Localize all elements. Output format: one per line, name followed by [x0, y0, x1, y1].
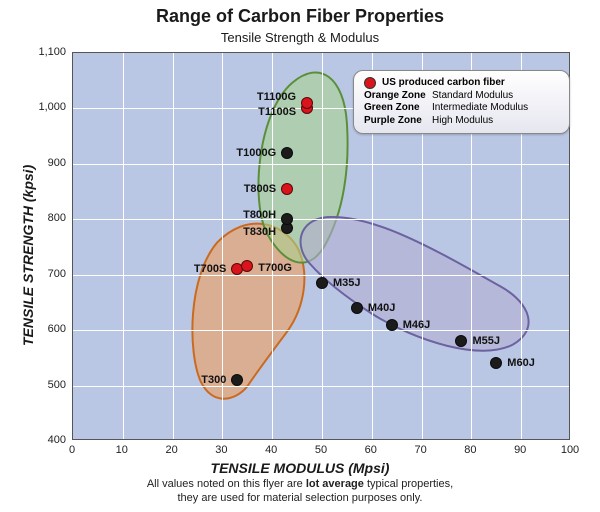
data-point — [241, 260, 253, 272]
legend: US produced carbon fiber Orange ZoneStan… — [353, 70, 570, 134]
data-point — [281, 147, 293, 159]
data-point-label: T1100G — [257, 91, 298, 103]
x-tick-label: 40 — [265, 444, 277, 456]
grid-h — [73, 219, 569, 220]
grid-h — [73, 386, 569, 387]
y-tick-label: 1,100 — [26, 46, 66, 58]
y-tick-label: 900 — [26, 157, 66, 169]
data-point — [490, 357, 502, 369]
footnote: All values noted on this flyer are lot a… — [0, 478, 600, 506]
us-dot-icon — [364, 77, 376, 89]
x-tick-label: 60 — [365, 444, 377, 456]
data-point-label: M40J — [366, 302, 396, 314]
grid-v — [322, 53, 323, 439]
data-point — [281, 183, 293, 195]
x-tick-label: 70 — [414, 444, 426, 456]
footnote-post: typical properties, — [364, 478, 453, 490]
data-point-label: T800H — [243, 209, 278, 221]
legend-us-label: US produced carbon fiber — [382, 77, 505, 90]
y-axis-label: TENSILE STRENGTH (kpsi) — [20, 165, 36, 346]
footnote-line2: they are used for material selection pur… — [178, 492, 423, 504]
grid-h — [73, 330, 569, 331]
x-tick-label: 80 — [464, 444, 476, 456]
data-point — [231, 374, 243, 386]
x-tick-label: 90 — [514, 444, 526, 456]
y-tick-label: 400 — [26, 434, 66, 446]
legend-zone-row: Orange ZoneStandard Modulus — [364, 90, 559, 103]
footnote-pre: All values noted on this flyer are — [147, 478, 306, 490]
data-point-label: T1100S — [258, 106, 298, 118]
y-tick-label: 1,000 — [26, 101, 66, 113]
y-tick-label: 600 — [26, 323, 66, 335]
y-tick-label: 700 — [26, 268, 66, 280]
data-point — [455, 335, 467, 347]
data-point — [301, 97, 313, 109]
data-point-label: M35J — [331, 277, 361, 289]
data-point — [281, 213, 293, 225]
grid-v — [173, 53, 174, 439]
y-tick-label: 800 — [26, 212, 66, 224]
data-point-label: M46J — [401, 319, 431, 331]
data-point-label: T830H — [243, 226, 278, 238]
data-point — [351, 302, 363, 314]
legend-zone-row: Green ZoneIntermediate Modulus — [364, 102, 559, 115]
zone-orange — [192, 224, 304, 399]
y-tick-label: 500 — [26, 379, 66, 391]
legend-zone-row: Purple ZoneHigh Modulus — [364, 115, 559, 128]
x-tick-label: 10 — [116, 444, 128, 456]
data-point — [386, 319, 398, 331]
chart-subtitle: Tensile Strength & Modulus — [0, 30, 600, 45]
x-tick-label: 100 — [561, 444, 579, 456]
data-point-label: T700S — [194, 263, 228, 275]
data-point-label: M55J — [470, 335, 500, 347]
data-point-label: T1000G — [236, 147, 278, 159]
x-tick-label: 0 — [69, 444, 75, 456]
grid-h — [73, 164, 569, 165]
x-tick-label: 50 — [315, 444, 327, 456]
data-point-label: T300 — [201, 374, 228, 386]
x-tick-label: 30 — [215, 444, 227, 456]
x-tick-label: 20 — [165, 444, 177, 456]
grid-v — [123, 53, 124, 439]
chart-title: Range of Carbon Fiber Properties — [0, 6, 600, 27]
grid-h — [73, 275, 569, 276]
data-point-label: M60J — [505, 357, 535, 369]
x-axis-label: TENSILE MODULUS (Mpsi) — [0, 460, 600, 476]
footnote-bold: lot average — [306, 478, 364, 490]
data-point-label: T800S — [244, 183, 278, 195]
data-point — [316, 277, 328, 289]
data-point-label: T700G — [256, 262, 292, 274]
